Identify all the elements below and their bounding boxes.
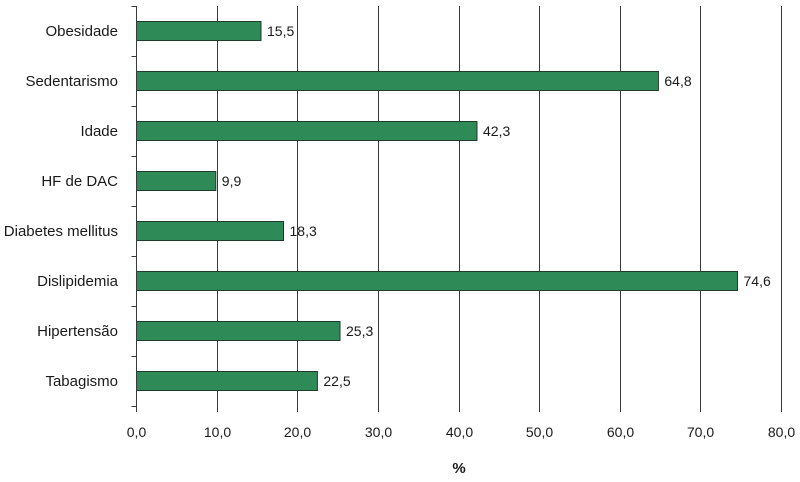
value-label: 64,8: [664, 73, 691, 89]
axes: [131, 6, 782, 412]
x-tick-label: 80,0: [768, 424, 795, 440]
x-tick-labels: 0,0 10,0 20,0 30,0 40,0 50,0 60,0 70,0 80,0: [127, 424, 796, 440]
value-labels: 15,5 64,8 42,3 9,9 18,3 74,6 25,3 22,5: [222, 23, 771, 389]
bar: [136, 371, 318, 391]
grid-lines: [217, 6, 782, 406]
value-label: 25,3: [346, 323, 373, 339]
bar: [136, 221, 284, 241]
x-tick-label: 20,0: [284, 424, 311, 440]
category-labels: Obesidade Sedentarismo Idade HF de DAC Diabe…: [4, 23, 119, 390]
category-label: Sedentarismo: [25, 73, 118, 90]
category-label: Idade: [80, 123, 118, 140]
x-tick-label: 60,0: [607, 424, 634, 440]
value-label: 74,6: [744, 273, 771, 289]
bars: [136, 21, 738, 391]
category-label: Dislipidemia: [37, 273, 119, 290]
category-label: HF de DAC: [41, 173, 118, 190]
category-label: Hipertensão: [37, 323, 118, 340]
x-tick-label: 10,0: [204, 424, 231, 440]
bar: [136, 121, 478, 141]
bar: [136, 271, 738, 291]
bar: [136, 71, 659, 91]
value-label: 9,9: [222, 173, 242, 189]
value-label: 15,5: [267, 23, 294, 39]
value-label: 22,5: [323, 373, 350, 389]
bar: [136, 21, 262, 41]
x-tick-label: 0,0: [127, 424, 147, 440]
x-tick-label: 70,0: [687, 424, 714, 440]
x-tick-label: 30,0: [365, 424, 392, 440]
category-label: Obesidade: [45, 23, 118, 40]
value-label: 42,3: [483, 123, 510, 139]
category-label: Tabagismo: [45, 373, 118, 390]
bar: [136, 171, 217, 191]
x-tick-label: 50,0: [526, 424, 553, 440]
bar: [136, 321, 341, 341]
category-label: Diabetes mellitus: [4, 223, 118, 240]
value-label: 18,3: [290, 223, 317, 239]
x-tick-label: 40,0: [446, 424, 473, 440]
x-axis-title: %: [452, 460, 465, 477]
